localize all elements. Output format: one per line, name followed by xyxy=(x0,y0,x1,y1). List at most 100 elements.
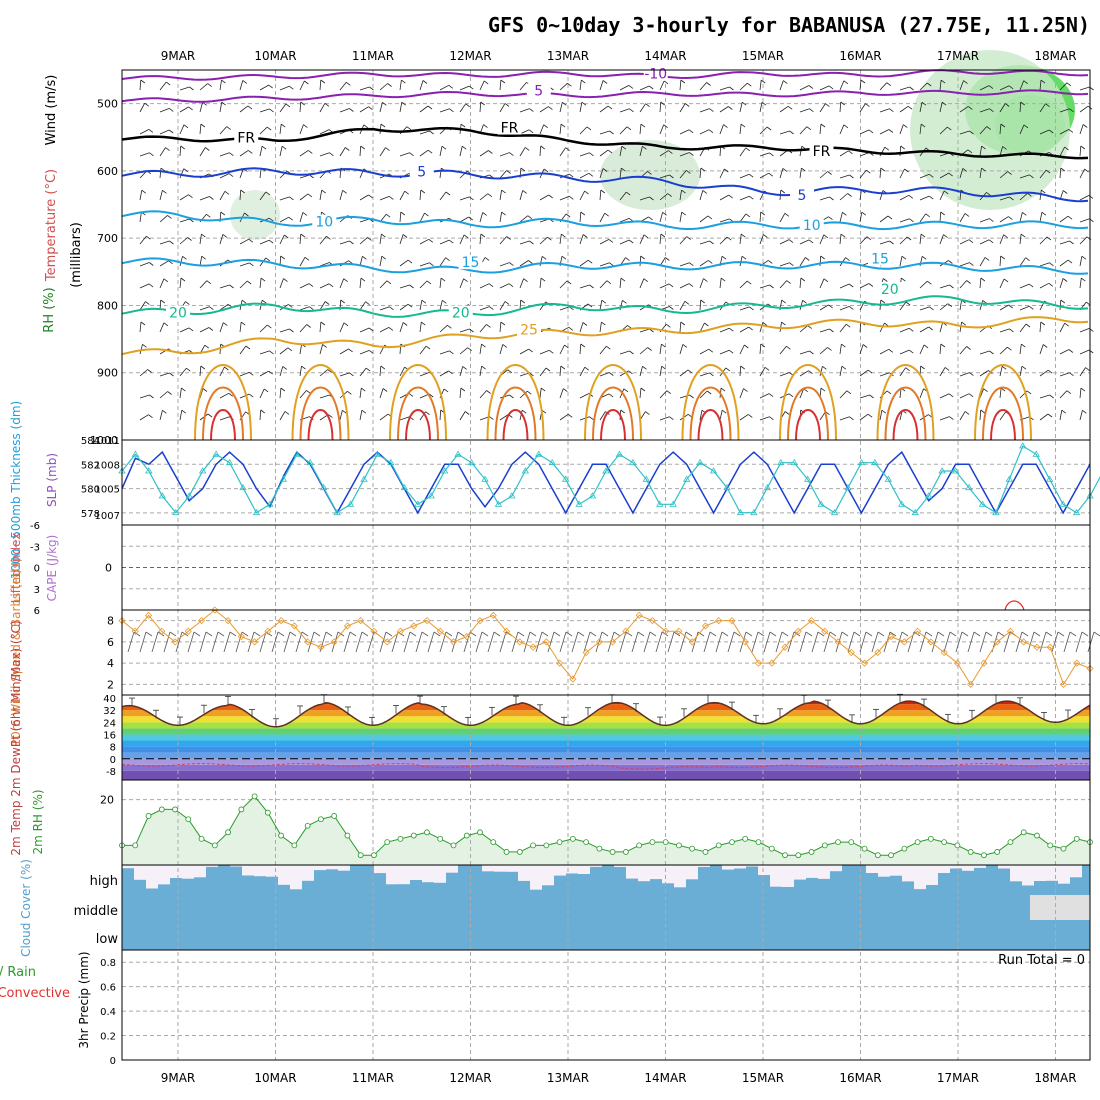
wind-barb xyxy=(199,234,202,245)
dewpoint-line xyxy=(121,763,1089,770)
wind-barb-flag xyxy=(407,303,413,308)
pressure-tick-label: 700 xyxy=(97,232,118,245)
wind-barb-flag xyxy=(940,343,946,348)
wind-barb-flag xyxy=(1047,413,1053,418)
cloud-high-gap xyxy=(182,865,194,879)
wind-barb xyxy=(299,80,305,91)
temperature-loop xyxy=(876,364,935,441)
wind-barb-flag xyxy=(308,283,314,287)
wind-barb-flag xyxy=(229,284,234,289)
wind-barb-flag xyxy=(921,255,927,260)
wind-barb xyxy=(259,409,262,421)
wind-barb xyxy=(839,344,842,355)
wind-barb xyxy=(219,102,223,113)
wind-barb-flag xyxy=(1000,387,1006,392)
wind-barb xyxy=(679,301,686,311)
wind-barb-flag xyxy=(729,86,734,91)
rh2m-point xyxy=(198,835,205,842)
wind-barb-flag xyxy=(601,321,606,326)
wind-barb xyxy=(519,108,530,113)
wind-barb-flag xyxy=(968,106,973,110)
wind-barb-flag xyxy=(888,129,894,133)
rh2m-point xyxy=(225,829,231,836)
wind10m-barb-flag xyxy=(313,631,321,637)
cloud-high-gap xyxy=(314,865,326,871)
wind-barb xyxy=(719,86,730,91)
rh2m-point xyxy=(821,842,828,849)
wind-barb-flag xyxy=(421,321,426,326)
cloud-high-gap xyxy=(650,865,662,880)
wind-barb xyxy=(899,168,905,179)
wind-speed-point xyxy=(595,638,603,646)
wind-speed-point xyxy=(410,622,418,630)
wind-barb xyxy=(199,306,210,311)
wind-barb-flag xyxy=(342,189,347,194)
wind-barb-flag xyxy=(566,280,572,285)
wind-barb xyxy=(839,283,850,289)
wind-barb-flag xyxy=(649,328,654,333)
wind-barb-flag xyxy=(845,323,851,328)
wind-barb xyxy=(979,277,982,289)
wind-barb xyxy=(1019,283,1030,289)
rh2m-point xyxy=(384,839,391,846)
wind-barb xyxy=(1019,257,1026,267)
wind-barb xyxy=(439,278,442,289)
rh2m-point xyxy=(676,842,682,849)
wind-barb-flag xyxy=(385,147,390,151)
wind-barb-flag xyxy=(845,257,850,261)
rh2m-point xyxy=(941,839,948,846)
wind-barb-flag xyxy=(342,409,347,414)
wind-barb xyxy=(1059,146,1065,157)
wind-barb-flag xyxy=(289,85,294,90)
wind10m-barb xyxy=(1003,631,1011,653)
wind-barb-flag xyxy=(1081,255,1087,260)
wind-barb xyxy=(779,130,790,135)
wind-barb-flag xyxy=(302,212,308,216)
wind-barb-flag xyxy=(808,85,814,89)
wind-barb xyxy=(419,105,429,113)
rh2m-point xyxy=(1060,845,1067,852)
wind-barb-flag xyxy=(567,82,572,87)
wind-barb xyxy=(139,394,150,399)
wind-barb-flag xyxy=(320,79,326,84)
wind-barb-flag xyxy=(462,366,467,370)
wind-barb xyxy=(259,370,269,377)
rh2m-point xyxy=(477,829,483,836)
wind-barb xyxy=(499,190,502,201)
cloud-high-gap xyxy=(482,865,494,872)
wind-barb xyxy=(439,108,450,113)
wind-barb-flag xyxy=(625,191,631,196)
wind-barb xyxy=(719,218,730,223)
wind-barb xyxy=(739,195,750,201)
cloud-high-gap xyxy=(890,865,902,876)
rh2m-point xyxy=(835,839,841,846)
wind-tick-label: 4 xyxy=(107,657,114,670)
wind-barb xyxy=(319,152,330,157)
wind-barb-flag xyxy=(929,306,934,311)
wind-barb-flag xyxy=(723,124,728,128)
slp-point xyxy=(642,475,651,482)
wind-barb-flag xyxy=(889,108,894,113)
day-label-bottom: 17MAR xyxy=(937,1071,979,1085)
wind-barb xyxy=(439,84,449,91)
wind-barb-flag xyxy=(1049,262,1054,267)
wind-barb xyxy=(759,343,762,355)
wind-barb-flag xyxy=(568,326,574,331)
wind-barb xyxy=(1019,80,1025,91)
wind-barb xyxy=(479,193,489,201)
wind-barb-flag xyxy=(964,213,970,217)
thickness-ylabel: 1000~500mb Thickness (dm) xyxy=(9,401,23,579)
wind10m-barb xyxy=(355,631,363,653)
slp-point xyxy=(736,508,745,516)
day-label-top: 16MAR xyxy=(839,49,881,63)
wind-barb xyxy=(359,256,363,267)
wind-barb xyxy=(419,130,430,135)
wind-speed-point xyxy=(370,627,378,635)
wind-barb xyxy=(659,80,665,91)
wind-barb xyxy=(299,233,302,245)
wind-speed-point xyxy=(489,611,497,619)
wind-speed-point xyxy=(304,638,312,646)
wind-speed-point xyxy=(741,638,749,646)
wind-barb-flag xyxy=(348,348,353,353)
wind-barb xyxy=(219,191,226,201)
